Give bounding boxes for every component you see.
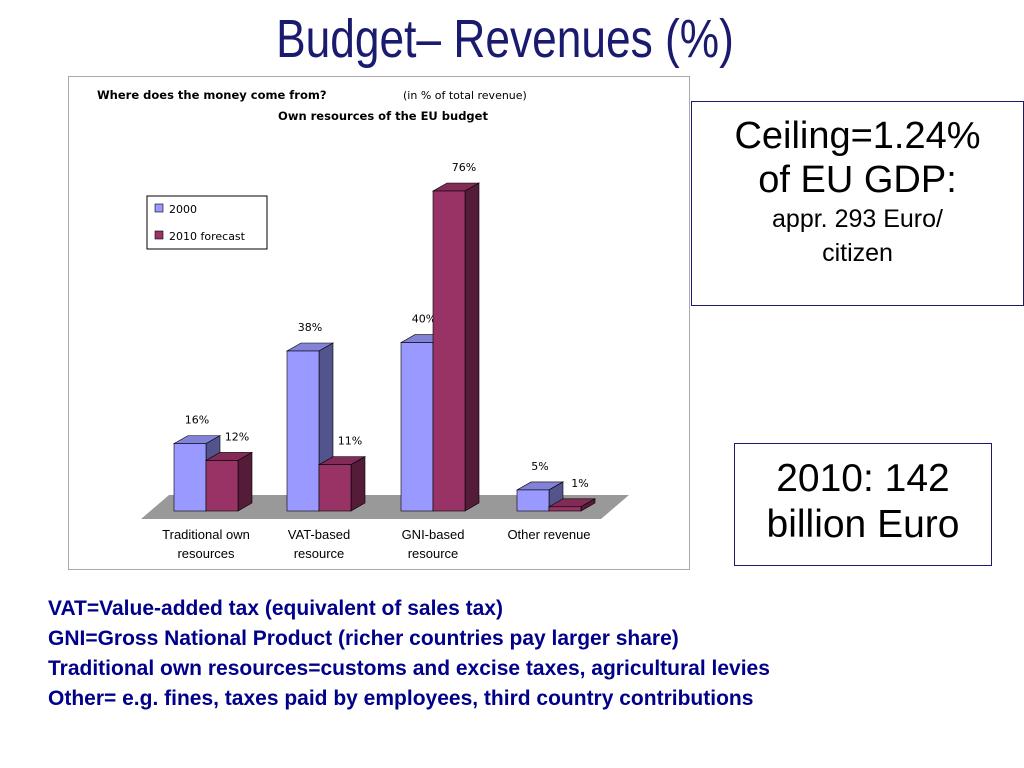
bar — [432, 190, 466, 512]
value-label: 1% — [571, 477, 588, 490]
bar — [516, 489, 550, 512]
text-line: of EU GDP: — [758, 159, 957, 201]
x-tick-label: VAT-based resource — [287, 527, 351, 561]
bar — [205, 460, 239, 512]
bar-side — [237, 451, 253, 512]
note: Traditional own resources=customs and ex… — [48, 657, 770, 680]
legend — [146, 195, 268, 250]
bar — [286, 350, 320, 512]
note: VAT=Value-added tax (equivalent of sales… — [48, 597, 503, 620]
x-tick-label: GNI-based resource — [401, 527, 465, 561]
bar-side — [464, 182, 480, 512]
chart-subtitle: (in % of total revenue) — [403, 89, 527, 102]
bar-side — [350, 456, 366, 512]
text-line: appr. 293 Euro/ — [772, 205, 943, 233]
bar — [400, 342, 434, 512]
x-tick-label: Traditional own resources — [162, 527, 250, 561]
bar — [318, 464, 352, 512]
bar — [173, 443, 207, 512]
legend-swatch — [154, 203, 164, 213]
x-tick-label: Other revenue — [507, 527, 591, 542]
legend-swatch — [154, 230, 164, 240]
value-label: 40% — [412, 313, 436, 326]
value-label: 76% — [452, 161, 476, 174]
total-box: 2010: 142 billion Euro — [734, 443, 992, 566]
chart-caption: Own resources of the EU budget — [278, 109, 488, 123]
chart-title: Where does the money come from? — [97, 88, 327, 102]
legend-label: 2010 forecast — [169, 230, 246, 243]
chart: Where does the money come from? (in % of… — [68, 76, 690, 570]
legend-label: 2000 — [169, 203, 197, 216]
chart-svg: Where does the money come from? (in % of… — [97, 88, 629, 519]
text-line: 2010: 142 — [776, 457, 950, 500]
note: GNI=Gross National Product (richer count… — [48, 627, 679, 650]
slide-title: Budget– Revenues (%) — [276, 9, 734, 69]
note: Other= e.g. fines, taxes paid by employe… — [48, 687, 754, 710]
text-line: billion Euro — [766, 503, 960, 546]
value-label: 16% — [185, 414, 209, 427]
ceiling-box: Ceiling=1.24% of EU GDP: appr. 293 Euro/… — [691, 101, 1024, 306]
bar — [548, 506, 582, 512]
value-label: 12% — [225, 430, 249, 443]
text-line: citizen — [822, 239, 893, 267]
text-line: Ceiling=1.24% — [734, 115, 981, 157]
value-label: 5% — [531, 460, 548, 473]
value-label: 38% — [298, 321, 322, 334]
floor — [141, 495, 629, 519]
notes: VAT=Value-added tax (equivalent of sales… — [48, 594, 998, 714]
value-label: 11% — [338, 435, 362, 448]
